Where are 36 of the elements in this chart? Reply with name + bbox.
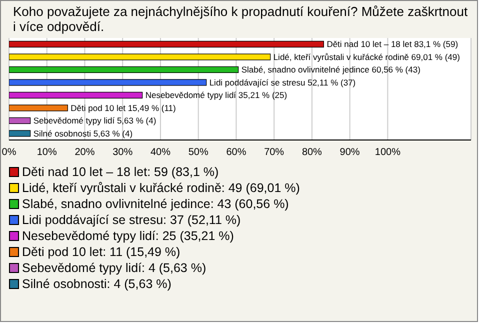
- bar: [9, 79, 207, 86]
- text: Sebevědomé typy lidí: 4 (5,63 %): [22, 260, 206, 276]
- category-label: Lidé, kteří vyrůstali v kuřácké rodině 69,01 % (49): [273, 52, 460, 62]
- text: Lidi poddávající se stresu: 37 (52,11 %): [22, 212, 241, 228]
- x-tick-label: 60%: [226, 147, 246, 158]
- category-label: Děti nad 10 let – 18 let 83,1 % (59): [326, 39, 458, 50]
- x-tick-label: 100%: [374, 147, 401, 158]
- category-label: Slabé, snadno ovlivnitelné jedince 60,56 % (43): [241, 64, 420, 75]
- x-tick-label: 70%: [264, 147, 284, 158]
- bar: [9, 66, 239, 73]
- chart-title: Koho považujete za nejnáchylnějšího k propadnutí kouření? Můžete zaškrtnout i více odpovědí.: [12, 3, 469, 34]
- text: Nesebevědomé typy lidí: 25 (35,21 %): [22, 228, 234, 244]
- x-tick-label: 50%: [188, 147, 208, 158]
- bar: [9, 104, 68, 112]
- bar: [9, 54, 271, 60]
- text: Děti pod 10 let: 11 (15,49 %): [22, 244, 180, 260]
- text: Děti nad 10 let – 18 let: 59 (83,1 %): [22, 164, 219, 180]
- bar: [9, 130, 31, 137]
- category-label: Lidi poddávající se stresu 52,11 % (37): [209, 77, 356, 88]
- bar: [9, 117, 31, 124]
- category-label: Sebevědomé typy lidí 5,63 % (4): [33, 116, 156, 126]
- bar: [9, 92, 143, 98]
- x-tick-label: 0%: [2, 147, 16, 158]
- text: Slabé, snadno ovlivnitelné jedince: 43 (60,56 %): [22, 196, 289, 212]
- text: Silné osobnosti: 4 (5,63 %): [22, 276, 172, 292]
- category-label: Nesebevědomé typy lidí 35,21 % (25): [145, 90, 288, 100]
- x-tick-label: 10%: [36, 147, 57, 158]
- bar: [9, 40, 324, 48]
- category-label: Silné osobnosti 5,63 % (4): [33, 128, 133, 138]
- text: Lidé, kteří vyrůstali v kuřácké rodině: 49 (69,01 %): [22, 180, 300, 196]
- x-tick-label: 30%: [112, 147, 133, 158]
- x-tick-label: 90%: [340, 147, 360, 158]
- category-label: Děti pod 10 let 15,49 % (11): [70, 102, 176, 113]
- x-tick-label: 40%: [150, 147, 171, 158]
- x-tick-label: 20%: [74, 147, 95, 158]
- x-tick-label: 80%: [302, 147, 322, 158]
